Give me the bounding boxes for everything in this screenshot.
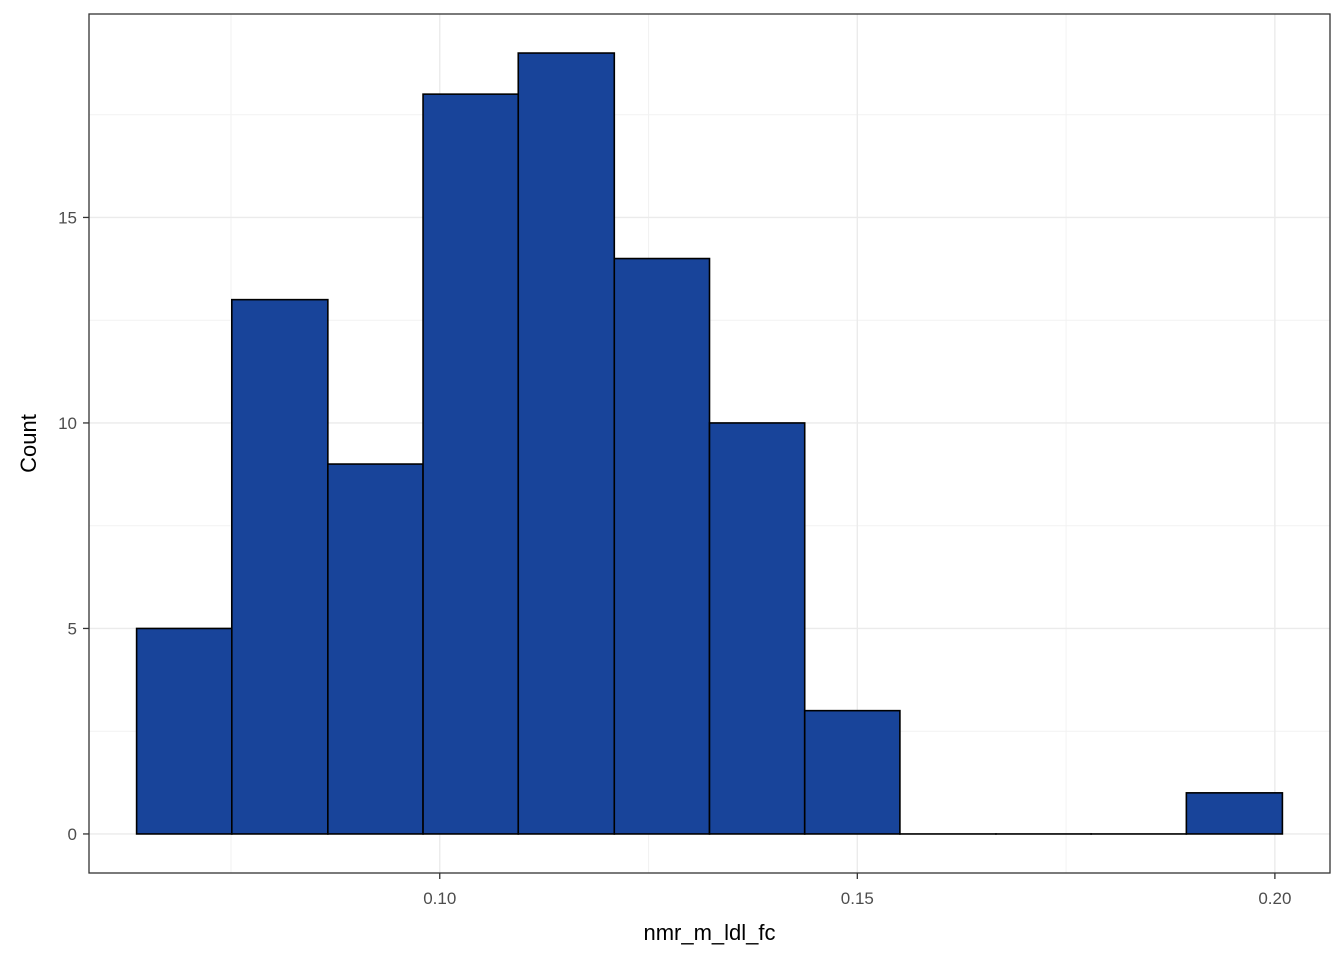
- histogram-bar: [135, 627, 233, 835]
- x-tick-label: 0.10: [423, 889, 456, 908]
- histogram-bar: [613, 257, 711, 835]
- histogram-bar: [517, 52, 616, 835]
- histogram-bar: [327, 463, 424, 835]
- panel-border: [88, 13, 1331, 874]
- y-tick-label: 15: [58, 208, 77, 227]
- histogram-bar: [231, 298, 329, 835]
- histogram-bar: [803, 709, 901, 835]
- x-axis-title: nmr_m_ldl_fc: [643, 920, 775, 945]
- y-tick-label: 5: [68, 619, 77, 638]
- x-tick-label: 0.20: [1258, 889, 1291, 908]
- y-tick-label: 10: [58, 414, 77, 433]
- histogram-bars: [135, 52, 1284, 835]
- y-axis-title: Count: [16, 414, 41, 473]
- y-axis-ticks: 0 5 10 15: [58, 208, 89, 844]
- histogram-bar: [422, 93, 520, 835]
- x-tick-label: 0.15: [841, 889, 874, 908]
- y-tick-label: 0: [68, 825, 77, 844]
- x-axis-ticks: 0.10 0.15 0.20: [423, 873, 1291, 908]
- histogram-bar: [1185, 792, 1284, 835]
- histogram-bar: [708, 422, 806, 835]
